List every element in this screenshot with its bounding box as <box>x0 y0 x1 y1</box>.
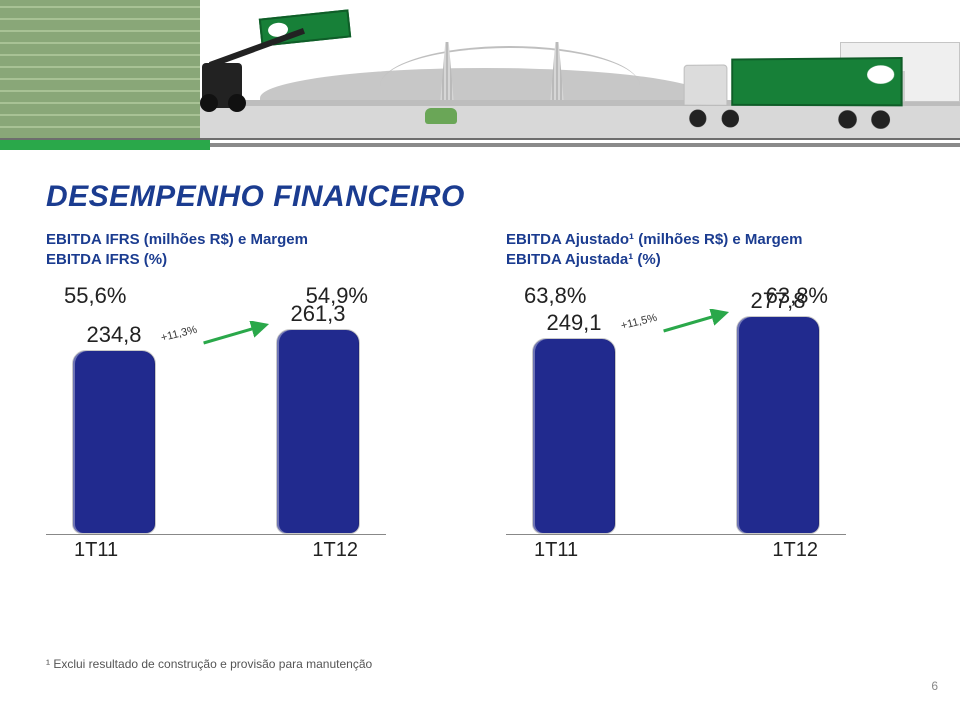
percent-label: 63,8% <box>524 283 586 309</box>
bar-value: 249,1 <box>546 310 601 336</box>
bar <box>276 329 360 534</box>
chart-ebitda-ifrs: EBITDA IFRS (milhões R$) e Margem EBITDA… <box>46 230 386 562</box>
x-axis: 1T11 1T12 <box>506 535 846 562</box>
x-label: 1T12 <box>772 539 818 562</box>
car-icon <box>425 108 457 124</box>
x-axis: 1T11 1T12 <box>46 535 386 562</box>
chart-heading-line: EBITDA IFRS (%) <box>46 250 386 270</box>
page-number: 6 <box>931 679 938 693</box>
chart-ebitda-ajustado: EBITDA Ajustado¹ (milhões R$) e Margem E… <box>506 230 846 562</box>
bar-group: 234,8 <box>64 322 164 535</box>
header-divider <box>0 140 960 150</box>
bar-group: 249,1 <box>524 310 624 534</box>
chart-heading-line: EBITDA IFRS (milhões R$) e Margem <box>46 231 308 248</box>
bar-value: 261,3 <box>290 301 345 327</box>
header-illustration <box>0 0 960 140</box>
bars-area: 234,8 +11,3% <box>46 315 386 535</box>
bar <box>532 338 616 534</box>
bar-group: 277,8 <box>728 288 828 534</box>
bar-value: 277,8 <box>750 288 805 314</box>
chart-heading: EBITDA IFRS (milhões R$) e Margem EBITDA… <box>46 230 386 269</box>
growth-arrow: +11,3% <box>161 321 272 347</box>
bar-value: 234,8 <box>86 322 141 348</box>
chart-heading: EBITDA Ajustado¹ (milhões R$) e Margem E… <box>506 230 846 269</box>
chart-heading-line: EBITDA Ajustada¹ (%) <box>506 250 846 270</box>
growth-label: +11,3% <box>160 324 199 345</box>
truck-icon <box>684 57 903 129</box>
bars-area: 249,1 +11,5% <box>506 315 846 535</box>
bar <box>72 350 156 535</box>
page-title: DESEMPENHO FINANCEIRO <box>46 180 914 214</box>
container-stack <box>0 0 200 138</box>
growth-label: +11,5% <box>620 312 659 333</box>
x-label: 1T12 <box>312 539 358 562</box>
footnote: ¹ Exclui resultado de construção e provi… <box>46 657 372 671</box>
x-label: 1T11 <box>74 539 118 562</box>
bar-group: 261,3 <box>268 301 368 534</box>
x-label: 1T11 <box>534 539 578 562</box>
reach-stacker-icon <box>190 8 340 108</box>
bar <box>736 316 820 534</box>
chart-heading-line: EBITDA Ajustado¹ (milhões R$) e Margem <box>506 231 802 248</box>
percent-label: 55,6% <box>64 283 126 309</box>
